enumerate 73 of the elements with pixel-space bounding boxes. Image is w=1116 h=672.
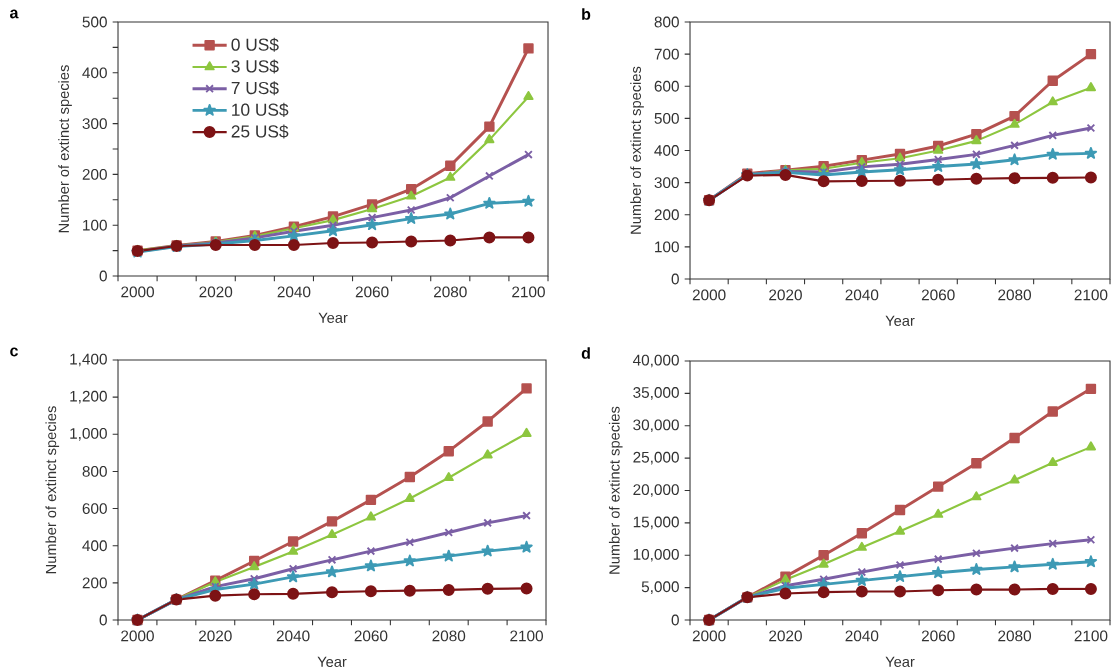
y-tick-label: 400 <box>82 540 107 552</box>
chart-title: b <box>582 8 591 20</box>
x-tick-label: 2000 <box>121 630 154 642</box>
y-tick-label: 100 <box>655 241 679 253</box>
y-tick-label: 1,000 <box>70 427 107 441</box>
y-tick-label: 500 <box>654 112 679 124</box>
y-tick-label: 10,000 <box>633 548 679 562</box>
chart-title: d <box>581 347 590 359</box>
x-tick-label: 2100 <box>510 630 543 642</box>
y-tick-label: 1,200 <box>70 390 107 404</box>
x-tick-label: 2060 <box>355 286 389 298</box>
x-tick-label: 2000 <box>692 630 726 642</box>
y-tick-label: 40,000 <box>632 354 679 368</box>
x-tick-label: 2060 <box>921 289 955 301</box>
x-axis-title: Year <box>317 656 347 667</box>
y-tick-label: 200 <box>654 209 679 221</box>
y-tick-label: 600 <box>82 503 107 514</box>
x-tick-label: 2020 <box>199 630 232 642</box>
legend-label: 25 US$ <box>231 124 289 139</box>
legend-label: 3 US$ <box>231 59 279 74</box>
chart-title: a <box>10 9 19 19</box>
x-tick-label: 2080 <box>434 286 467 298</box>
x-tick-label: 2000 <box>121 286 154 298</box>
y-tick-label: 300 <box>82 118 107 130</box>
y-tick-label: 600 <box>654 80 679 92</box>
y-tick-label: 0 <box>671 614 679 626</box>
y-tick-label: 15,000 <box>633 516 679 530</box>
y-tick-label: 800 <box>654 16 679 28</box>
y-tick-label: 5,000 <box>641 581 679 594</box>
y-tick-label: 30,000 <box>633 419 679 433</box>
x-tick-label: 2080 <box>998 289 1031 301</box>
y-tick-label: 200 <box>82 168 107 180</box>
legend-label: 7 US$ <box>231 81 279 96</box>
x-tick-label: 2020 <box>769 630 802 642</box>
y-tick-label: 700 <box>654 48 679 60</box>
x-tick-label: 2100 <box>1074 289 1108 301</box>
x-tick-label: 2040 <box>845 630 879 642</box>
y-tick-label: 0 <box>671 273 679 285</box>
x-tick-label: 2100 <box>1074 630 1108 642</box>
x-tick-label: 2060 <box>921 630 955 642</box>
y-tick-label: 800 <box>82 466 107 477</box>
y-tick-label: 0 <box>99 614 107 626</box>
legend-label: 0 US$ <box>231 37 279 52</box>
x-tick-label: 2000 <box>692 289 726 301</box>
x-tick-label: 2080 <box>998 630 1031 642</box>
y-tick-label: 500 <box>82 16 107 28</box>
x-axis-title: Year <box>885 315 915 326</box>
y-axis-title: Number of extinct species <box>608 406 623 574</box>
x-axis-title: Year <box>318 312 348 323</box>
y-axis-title: Number of extinct species <box>58 65 72 233</box>
y-tick-label: 400 <box>82 67 107 79</box>
x-tick-label: 2100 <box>512 286 545 298</box>
y-tick-label: 20,000 <box>633 484 679 497</box>
y-tick-label: 0 <box>99 270 107 282</box>
x-tick-label: 2020 <box>769 289 802 301</box>
y-axis-title: Number of extinct species <box>45 406 60 574</box>
y-tick-label: 1,400 <box>70 353 107 367</box>
y-axis-title: Number of extinct species <box>630 66 644 234</box>
x-tick-label: 2040 <box>276 630 310 642</box>
y-tick-label: 300 <box>654 177 679 189</box>
x-tick-label: 2020 <box>199 286 233 298</box>
x-tick-label: 2060 <box>354 630 388 642</box>
y-tick-label: 35,000 <box>633 387 679 400</box>
y-tick-label: 25,000 <box>633 451 679 465</box>
x-axis-title: Year <box>885 656 915 667</box>
chart-title: c <box>10 347 18 357</box>
y-tick-label: 200 <box>82 577 107 589</box>
y-tick-label: 100 <box>83 219 107 231</box>
x-tick-label: 2040 <box>845 289 879 301</box>
x-tick-label: 2080 <box>432 630 466 642</box>
y-tick-label: 400 <box>654 145 679 156</box>
legend-label: 10 US$ <box>232 102 289 117</box>
x-tick-label: 2040 <box>277 286 311 298</box>
